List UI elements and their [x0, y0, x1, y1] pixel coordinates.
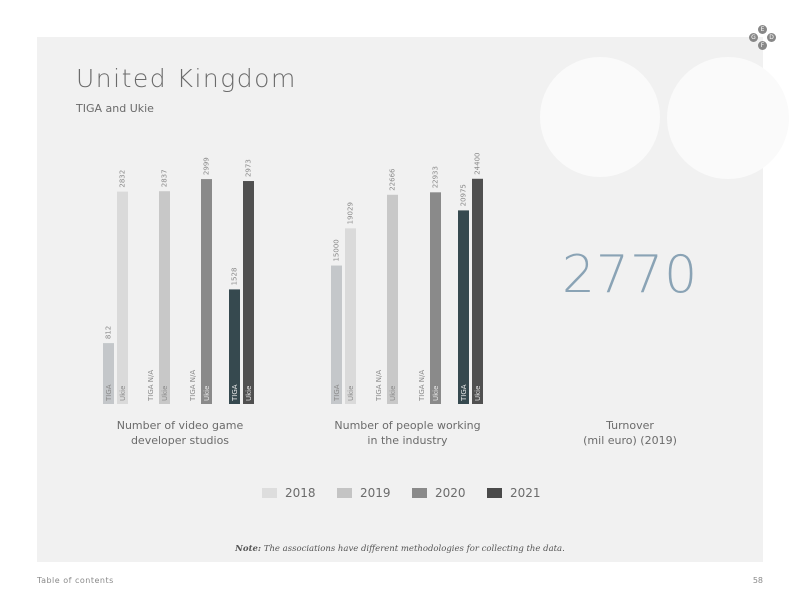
- people-2018-tiga-value-label: 15000: [333, 239, 341, 261]
- people-2018-tiga-bar: [331, 265, 342, 404]
- studios-2020-tiga-base-label: TIGA N/A: [189, 370, 197, 402]
- legend-label-2020: 2020: [435, 486, 466, 500]
- studios-2018-ukie-value-label: 2832: [119, 170, 127, 188]
- studios-2021-ukie-bar: [243, 181, 254, 404]
- studios-2018-tiga-base-label: TIGA: [105, 384, 113, 402]
- legend-swatch-2020: [412, 488, 427, 498]
- studios-2019-ukie-base-label: Ukie: [161, 386, 169, 401]
- legend-swatch-2018: [262, 488, 277, 498]
- people-2021-tiga-base-label: TIGA: [460, 384, 468, 402]
- legend-label-2021: 2021: [510, 486, 541, 500]
- studios-group-label: Number of video game developer studios: [100, 418, 260, 448]
- studios-2021-ukie-base-label: Ukie: [245, 386, 253, 401]
- turnover-label-line-2: (mil euro) (2019): [583, 434, 677, 447]
- studios-2018-tiga-value-label: 812: [105, 326, 113, 339]
- people-2018-tiga-base-label: TIGA: [333, 384, 341, 402]
- people-2019-ukie-base-label: Ukie: [389, 386, 397, 401]
- legend-swatch-2019: [337, 488, 352, 498]
- studios-2019-ukie-value-label: 2837: [161, 169, 169, 187]
- people-2020-ukie-value-label: 22933: [432, 166, 440, 188]
- legend-label-2019: 2019: [360, 486, 391, 500]
- studios-2018-ukie-bar: [117, 191, 128, 404]
- legend-item-2019: 2019: [337, 486, 391, 500]
- legend-label-2018: 2018: [285, 486, 316, 500]
- people-2018-ukie-bar: [345, 228, 356, 404]
- people-group-label: Number of people working in the industry: [325, 418, 490, 448]
- people-2021-tiga-bar: [458, 210, 469, 404]
- methodology-note: Note: The associations have different me…: [0, 544, 800, 554]
- people-2021-ukie-value-label: 24400: [474, 152, 482, 174]
- table-of-contents-link[interactable]: Table of contents: [37, 576, 114, 585]
- decorative-circle-right: [667, 57, 789, 179]
- page-title: United Kingdom: [76, 64, 297, 93]
- people-2019-ukie-value-label: 22666: [389, 168, 397, 191]
- studios-2019-tiga-base-label: TIGA N/A: [147, 370, 155, 402]
- logo-letter-d: D: [767, 33, 776, 42]
- studios-2021-tiga-value-label: 1528: [231, 268, 239, 286]
- studios-2020-ukie-base-label: Ukie: [203, 386, 211, 401]
- people-2018-ukie-base-label: Ukie: [347, 386, 355, 401]
- legend-item-2021: 2021: [487, 486, 541, 500]
- legend-item-2018: 2018: [262, 486, 316, 500]
- studios-2021-tiga-bar: [229, 289, 240, 404]
- note-bold-label: Note:: [235, 544, 262, 554]
- studios-label-line-1: Number of video game: [116, 419, 244, 432]
- decorative-circle-left: [540, 57, 660, 177]
- people-2021-tiga-value-label: 20975: [460, 184, 468, 206]
- people-label-line-2: in the industry: [367, 434, 448, 447]
- people-2021-ukie-bar: [472, 178, 483, 404]
- logo-letter-e: E: [758, 25, 767, 34]
- brand-logo: E G D F: [749, 25, 776, 51]
- logo-letter-f: F: [758, 41, 767, 50]
- studios-2019-ukie-bar: [159, 191, 170, 404]
- page-number: 58: [752, 576, 763, 585]
- note-text: The associations have different methodol…: [261, 544, 565, 554]
- people-2021-ukie-base-label: Ukie: [474, 386, 482, 401]
- people-2019-tiga-base-label: TIGA N/A: [375, 370, 383, 402]
- studios-2018-ukie-base-label: Ukie: [119, 386, 127, 401]
- studios-2018-tiga-bar: [103, 343, 114, 404]
- people-2019-ukie-bar: [387, 194, 398, 404]
- page-subtitle: TIGA and Ukie: [76, 102, 154, 115]
- studios-2021-ukie-value-label: 2973: [245, 159, 253, 177]
- people-2020-ukie-base-label: Ukie: [432, 386, 440, 401]
- studios-2020-ukie-value-label: 2999: [203, 157, 211, 175]
- turnover-label: Turnover (mil euro) (2019): [560, 418, 700, 448]
- legend-swatch-2021: [487, 488, 502, 498]
- studios-label-line-2: developer studios: [130, 434, 230, 447]
- legend-item-2020: 2020: [412, 486, 466, 500]
- people-2020-ukie-bar: [430, 192, 441, 404]
- turnover-label-line-1: Turnover: [606, 419, 654, 432]
- people-2020-tiga-base-label: TIGA N/A: [418, 370, 426, 402]
- people-label-line-1: Number of people working: [334, 419, 481, 432]
- turnover-value: 2770: [561, 245, 699, 305]
- people-2018-ukie-value-label: 19029: [347, 202, 355, 224]
- logo-letter-g: G: [749, 33, 758, 42]
- studios-2021-tiga-base-label: TIGA: [231, 384, 239, 402]
- studios-2020-ukie-bar: [201, 179, 212, 404]
